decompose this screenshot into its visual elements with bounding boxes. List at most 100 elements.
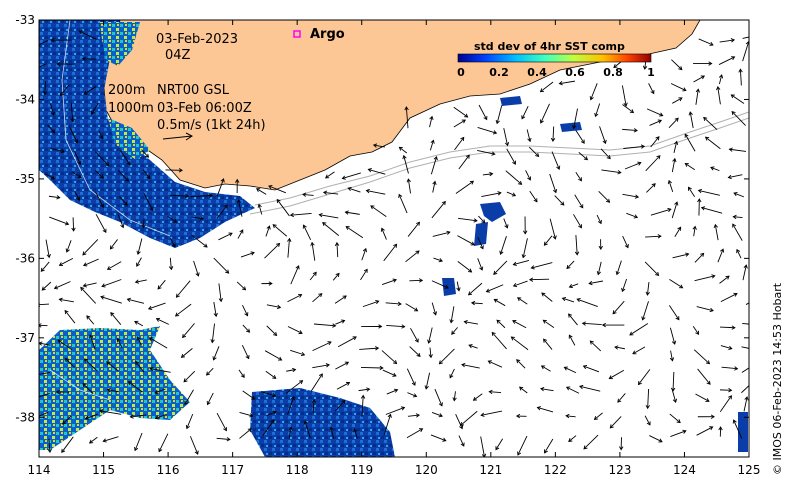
current-arrow <box>730 94 745 104</box>
current-arrow <box>431 412 443 418</box>
current-arrow <box>184 389 194 406</box>
current-arrow <box>543 338 553 350</box>
current-arrow <box>383 413 392 436</box>
current-arrow <box>127 381 143 393</box>
current-arrow <box>360 394 366 417</box>
current-arrow <box>482 171 494 177</box>
current-arrow <box>218 283 223 303</box>
current-arrow <box>383 243 398 262</box>
current-arrow <box>91 102 99 115</box>
current-arrow <box>572 108 578 130</box>
current-arrow <box>713 223 719 241</box>
current-arrow <box>694 274 716 282</box>
current-arrow <box>235 178 240 194</box>
current-arrow <box>322 222 340 236</box>
current-arrow <box>695 88 701 105</box>
current-arrow <box>667 179 674 192</box>
x-tick-label: 123 <box>608 463 631 477</box>
current-arrow <box>619 437 624 451</box>
colorbar-title: std dev of 4hr SST comp <box>474 40 625 53</box>
current-arrow <box>583 434 599 450</box>
current-arrow <box>309 271 317 281</box>
current-arrow <box>266 410 277 417</box>
contour-1000m <box>249 117 749 215</box>
current-arrow <box>290 349 306 357</box>
current-arrow <box>576 298 598 307</box>
current-arrow <box>451 327 458 335</box>
current-arrow <box>47 438 52 454</box>
current-arrow <box>430 155 438 175</box>
current-arrow <box>621 85 628 107</box>
current-arrow <box>449 368 455 379</box>
x-tick-label: 124 <box>673 463 696 477</box>
current-arrow <box>458 154 470 170</box>
current-arrow <box>480 410 503 417</box>
current-arrow <box>505 170 523 185</box>
current-arrow <box>674 226 682 237</box>
current-arrow <box>58 257 74 266</box>
current-arrow <box>728 147 747 152</box>
current-arrow <box>461 362 480 369</box>
contour-200m-label: 200m <box>108 83 145 98</box>
current-arrow <box>286 367 297 373</box>
current-arrow <box>62 415 72 425</box>
current-arrow <box>157 279 166 290</box>
current-arrow <box>669 350 675 362</box>
current-arrow <box>88 334 96 350</box>
current-arrow <box>622 235 629 249</box>
current-arrow <box>287 237 292 258</box>
current-arrow <box>637 369 651 386</box>
current-arrow <box>154 413 168 420</box>
current-arrow <box>455 414 464 430</box>
time-label: 04Z <box>165 48 191 63</box>
current-arrow <box>477 258 484 271</box>
current-arrow <box>568 435 577 443</box>
current-arrow <box>477 237 484 250</box>
x-tick-label: 115 <box>92 463 115 477</box>
current-arrow <box>554 195 565 206</box>
current-arrow <box>518 386 528 394</box>
colorbar-tick-label: 0.8 <box>603 66 623 79</box>
current-arrow <box>499 236 507 255</box>
current-arrow <box>334 399 346 412</box>
current-arrow <box>334 295 347 304</box>
current-arrow <box>61 436 74 454</box>
current-arrow <box>458 217 478 223</box>
current-arrow <box>516 297 528 305</box>
current-arrow <box>100 295 122 304</box>
current-arrow <box>718 74 724 85</box>
x-tick-label: 121 <box>479 463 502 477</box>
current-arrow <box>694 252 705 263</box>
current-arrow <box>310 373 323 392</box>
current-arrow <box>64 358 75 368</box>
current-arrow <box>341 172 361 180</box>
current-arrow <box>302 192 314 197</box>
current-arrow <box>337 336 357 348</box>
current-arrow <box>609 416 622 429</box>
current-arrow <box>615 260 622 276</box>
x-tick-label: 120 <box>415 463 438 477</box>
current-arrow <box>242 324 251 333</box>
current-arrow <box>361 365 384 371</box>
current-arrow <box>600 148 611 160</box>
current-arrow <box>110 312 122 325</box>
credit-label: © IMOS 06-Feb-2023 14:53 Hobart <box>771 282 784 475</box>
current-arrow <box>601 322 625 328</box>
current-arrow <box>455 180 475 194</box>
sst-patch-coast <box>500 96 748 452</box>
current-arrow <box>452 391 457 402</box>
current-arrow <box>495 438 504 451</box>
current-arrow <box>82 382 94 394</box>
current-arrow <box>575 171 582 182</box>
current-arrow <box>684 133 696 152</box>
colorbar-tick-label: 0.6 <box>565 66 585 79</box>
current-arrow <box>478 104 488 121</box>
current-arrow <box>71 217 76 232</box>
current-arrow <box>39 302 50 307</box>
current-arrow <box>670 429 687 437</box>
current-arrow <box>312 363 330 369</box>
current-arrow <box>558 80 575 86</box>
current-arrow <box>644 261 660 277</box>
y-tick-label: -36 <box>15 251 35 265</box>
colorbar-tick-label: 1 <box>647 66 655 79</box>
